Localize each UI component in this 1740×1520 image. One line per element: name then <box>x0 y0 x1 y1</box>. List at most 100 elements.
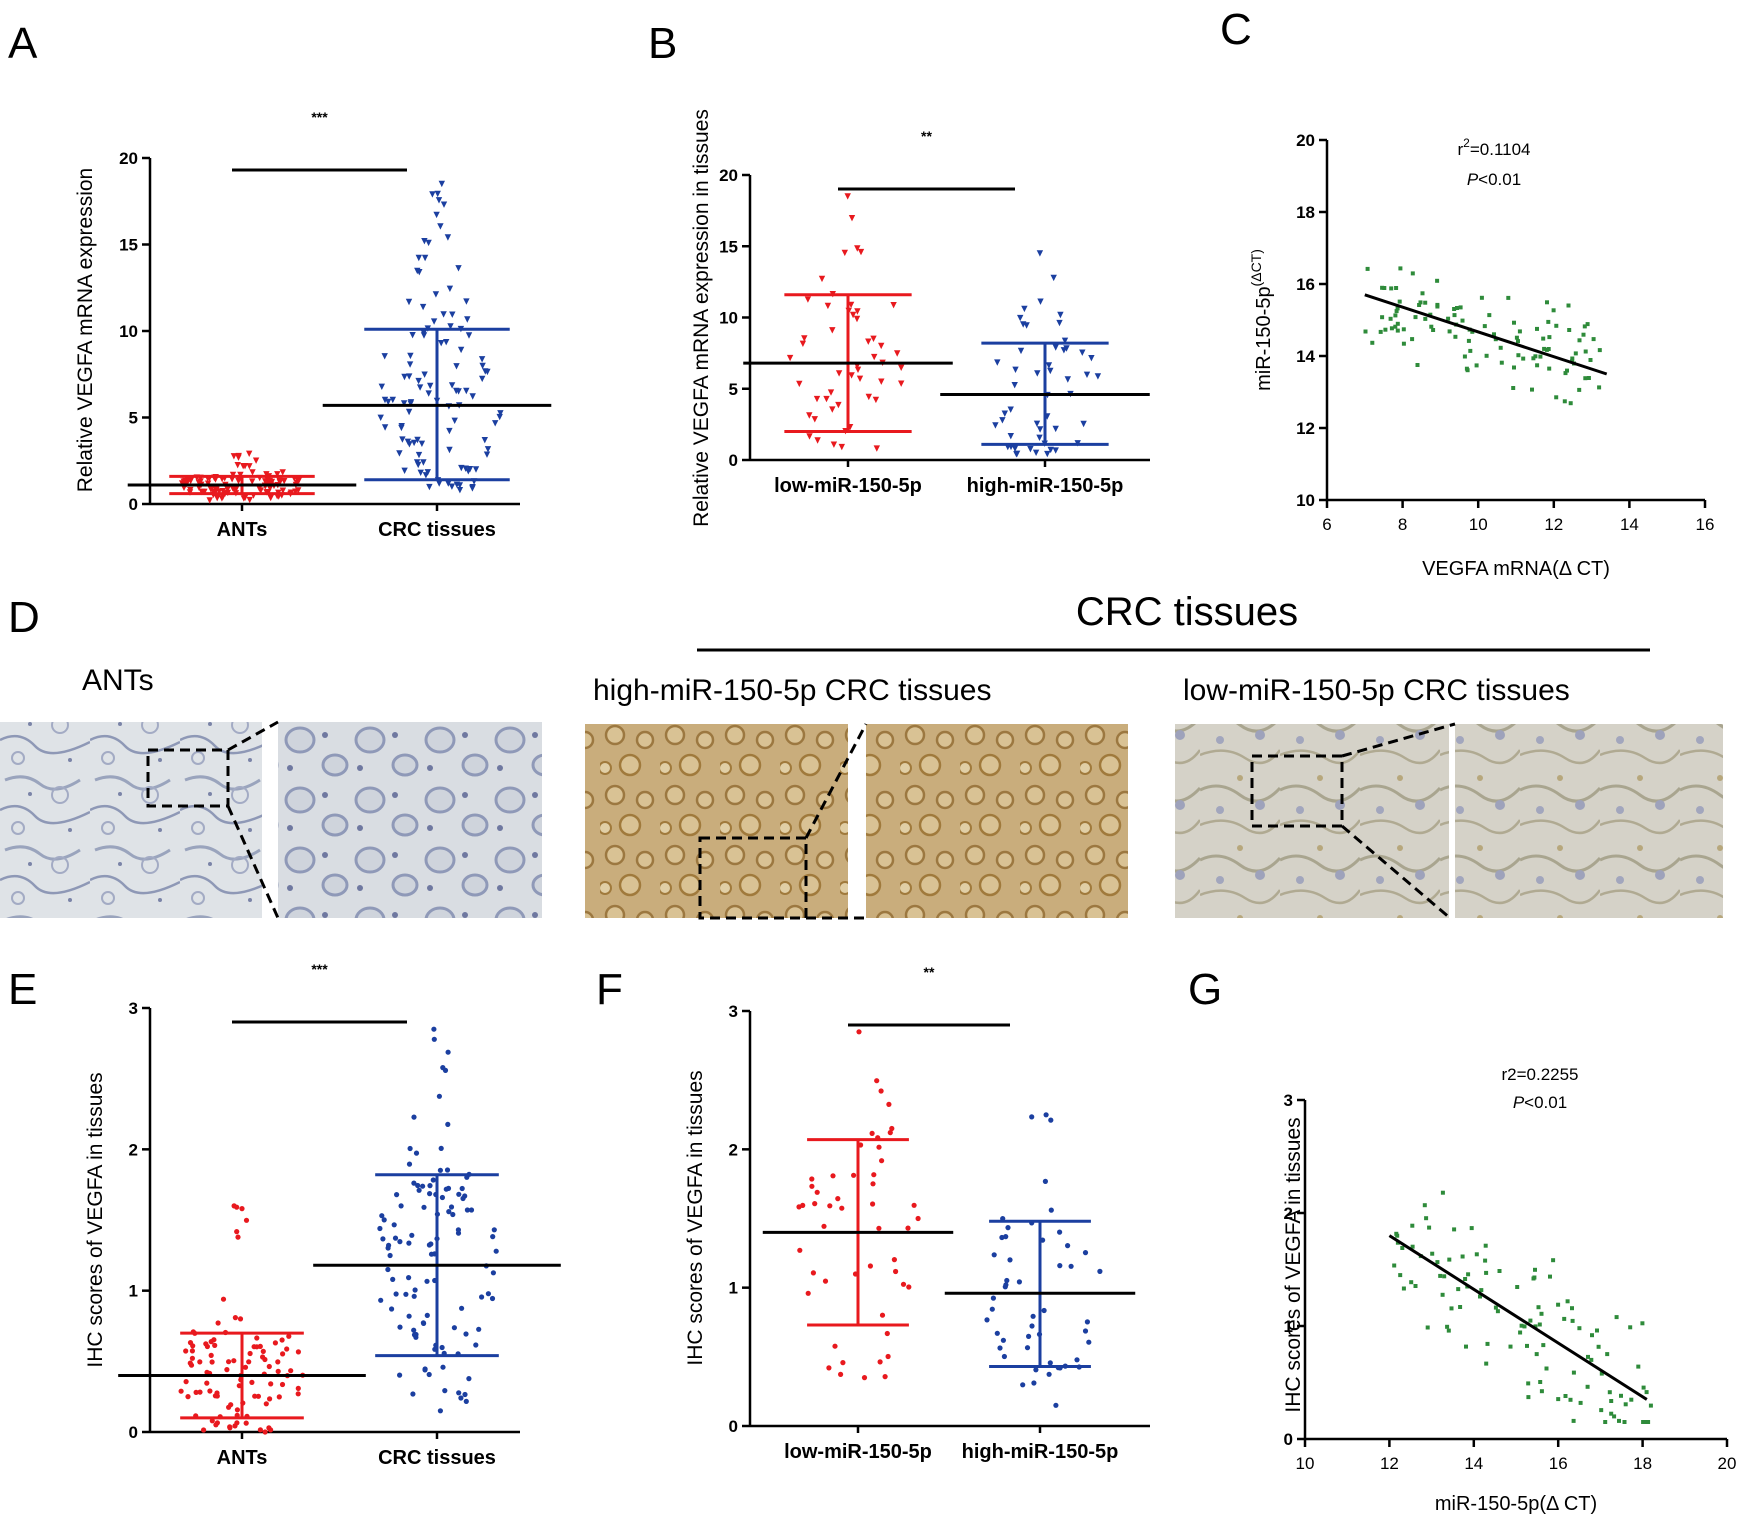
data-point-e-0 <box>286 1333 292 1339</box>
data-point-c <box>1498 345 1503 350</box>
data-point-b-1 <box>1017 347 1025 355</box>
data-point-f-0 <box>839 1205 845 1211</box>
data-point-e-0 <box>235 1234 241 1240</box>
data-point-e-1 <box>431 1036 437 1042</box>
data-point-e-0 <box>284 1346 290 1352</box>
data-point-e-1 <box>455 1227 461 1233</box>
data-point-a-1 <box>415 377 422 385</box>
data-point-e-0 <box>267 1396 273 1402</box>
data-point-c <box>1410 271 1415 276</box>
chart-f: 0 1 2 3 IHC scores of VEGFA in tissues low-mi… <box>684 964 1150 1463</box>
y-tick-label-g-2: 2 <box>1284 1204 1293 1223</box>
data-point-b-0 <box>898 364 905 371</box>
data-point-g <box>1571 1370 1576 1375</box>
data-point-e-0 <box>207 1388 213 1394</box>
data-point-b-0 <box>814 437 821 444</box>
data-point-e-1 <box>491 1227 497 1233</box>
data-point-a-0 <box>246 463 253 470</box>
data-point-g <box>1607 1390 1612 1395</box>
data-point-c <box>1466 338 1471 343</box>
data-point-a-1 <box>406 361 414 368</box>
data-point-g <box>1466 1272 1471 1277</box>
data-point-a-1 <box>421 254 429 262</box>
data-point-c <box>1535 363 1540 368</box>
data-point-g <box>1589 1357 1594 1362</box>
x-axis-label-c: VEGFA mRNA(Δ CT) <box>1422 558 1610 580</box>
data-point-f-0 <box>871 1172 877 1178</box>
data-point-a-1 <box>381 353 388 360</box>
y-tick-label-f-2: 2 <box>729 1140 738 1159</box>
data-point-e-1 <box>420 1183 426 1189</box>
data-point-c <box>1566 303 1571 308</box>
data-point-g <box>1464 1344 1468 1349</box>
data-point-c <box>1420 291 1425 296</box>
data-point-e-0 <box>237 1316 244 1322</box>
data-point-c <box>1395 328 1400 333</box>
data-point-a-1 <box>462 465 469 472</box>
data-point-a-0 <box>179 480 186 487</box>
data-point-e-0 <box>215 1320 221 1326</box>
y-tick-label-c-12: 12 <box>1296 419 1315 438</box>
data-point-b-0 <box>811 416 818 423</box>
x-tick-label-g-16: 16 <box>1549 1454 1568 1473</box>
data-point-g <box>1508 1344 1513 1349</box>
data-point-g <box>1556 1302 1561 1307</box>
data-point-a-1 <box>446 285 454 292</box>
data-point-g <box>1424 1216 1429 1221</box>
data-point-g <box>1617 1418 1621 1423</box>
data-point-f-0 <box>821 1223 827 1229</box>
data-point-f-0 <box>905 1225 911 1231</box>
data-point-b-1 <box>1023 322 1030 329</box>
data-point-c <box>1499 360 1504 365</box>
data-point-e-0 <box>212 1342 218 1348</box>
data-point-g <box>1539 1311 1544 1316</box>
y-tick-label-g-3: 3 <box>1284 1091 1293 1110</box>
data-point-g <box>1623 1402 1628 1407</box>
data-point-g <box>1551 1258 1556 1263</box>
data-point-a-1 <box>463 298 470 305</box>
data-point-c <box>1573 351 1578 356</box>
low-mir-ihc-image <box>1175 724 1449 918</box>
data-point-e-0 <box>209 1418 215 1424</box>
data-point-a-1 <box>446 446 453 454</box>
data-point-e-0 <box>247 1350 253 1357</box>
data-point-e-0 <box>257 1427 263 1433</box>
data-point-e-1 <box>438 1145 444 1151</box>
y-tick-label-f-0: 0 <box>729 1417 738 1436</box>
data-point-a-1 <box>415 254 422 262</box>
data-point-c <box>1535 326 1539 331</box>
data-point-c <box>1570 356 1575 361</box>
data-point-a-0 <box>212 476 219 483</box>
data-point-e-0 <box>266 1363 272 1370</box>
data-point-a-1 <box>443 339 450 346</box>
data-point-b-0 <box>827 389 835 396</box>
data-point-c <box>1512 320 1516 325</box>
data-point-e-0 <box>260 1348 266 1354</box>
data-point-a-1 <box>416 269 423 276</box>
data-point-f-0 <box>835 1196 841 1202</box>
data-point-g <box>1544 1366 1549 1371</box>
data-point-e-1 <box>464 1207 470 1213</box>
data-point-g <box>1400 1246 1405 1250</box>
ants-ihc-zoom-image <box>278 722 542 918</box>
data-point-g <box>1609 1399 1614 1403</box>
data-point-a-1 <box>400 400 408 407</box>
data-point-b-1 <box>1007 433 1014 440</box>
data-point-a-1 <box>448 483 456 490</box>
data-point-c <box>1417 303 1422 307</box>
data-point-e-1 <box>440 1065 446 1071</box>
data-point-c <box>1398 266 1403 271</box>
y-tick-label-c-18: 18 <box>1296 203 1315 222</box>
data-point-a-0 <box>207 486 215 493</box>
data-point-f-1 <box>1033 1367 1039 1373</box>
data-point-f-0 <box>878 1088 884 1094</box>
data-point-f-0 <box>869 1130 875 1136</box>
data-point-e-1 <box>437 1408 443 1414</box>
data-point-c <box>1585 322 1590 327</box>
data-point-g <box>1392 1263 1397 1268</box>
data-point-b-0 <box>854 245 861 252</box>
data-point-a-1 <box>449 311 456 318</box>
data-point-b-0 <box>829 327 836 334</box>
data-point-f-0 <box>889 1125 895 1132</box>
data-point-g <box>1522 1324 1527 1329</box>
